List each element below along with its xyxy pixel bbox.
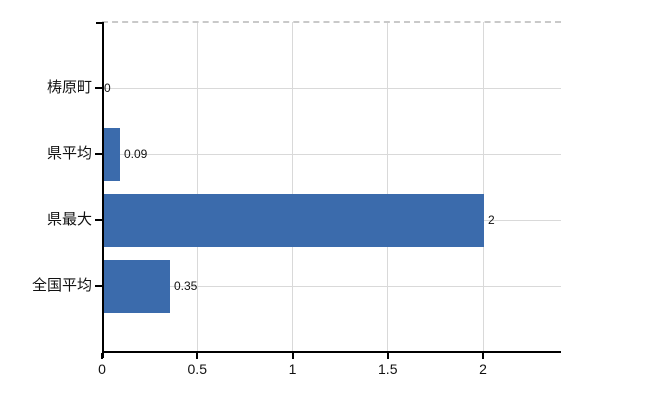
x-axis-tick xyxy=(482,353,484,359)
value-label: 0.09 xyxy=(124,147,148,161)
x-axis-tick xyxy=(196,353,199,359)
x-tick-label: 1 xyxy=(288,361,297,377)
category-tick xyxy=(95,219,102,221)
x-tick-label: 0.5 xyxy=(187,361,207,377)
vertical-gridline xyxy=(196,22,198,352)
category-tick xyxy=(95,285,102,287)
x-tick-label: 1.5 xyxy=(378,361,398,377)
x-axis xyxy=(102,351,561,353)
value-label: 0 xyxy=(104,81,111,95)
plot-top-border xyxy=(102,21,561,23)
value-label: 0.35 xyxy=(174,279,198,293)
category-label: 梼原町 xyxy=(46,79,92,96)
horizontal-gridline xyxy=(102,285,561,287)
x-axis-tick xyxy=(101,353,103,359)
y-axis xyxy=(102,22,104,358)
horizontal-gridline xyxy=(102,153,561,155)
category-label: 県最大 xyxy=(46,211,92,228)
x-tick-label: 2 xyxy=(479,361,487,377)
category-label: 県平均 xyxy=(46,145,92,162)
category-tick xyxy=(95,87,102,89)
vertical-gridline xyxy=(292,22,293,352)
bar xyxy=(103,193,484,247)
vertical-gridline xyxy=(482,22,484,352)
vertical-gridline xyxy=(387,22,389,352)
category-tick xyxy=(95,153,102,155)
category-label: 全国平均 xyxy=(31,277,92,294)
horizontal-gridline xyxy=(102,87,561,89)
bar xyxy=(103,259,170,313)
x-axis-tick xyxy=(291,353,294,359)
value-label: 2 xyxy=(488,213,495,227)
x-tick-label: 0 xyxy=(98,361,106,377)
bar xyxy=(103,127,120,181)
x-axis-tick xyxy=(386,353,389,359)
y-axis-top-tick xyxy=(96,22,102,24)
